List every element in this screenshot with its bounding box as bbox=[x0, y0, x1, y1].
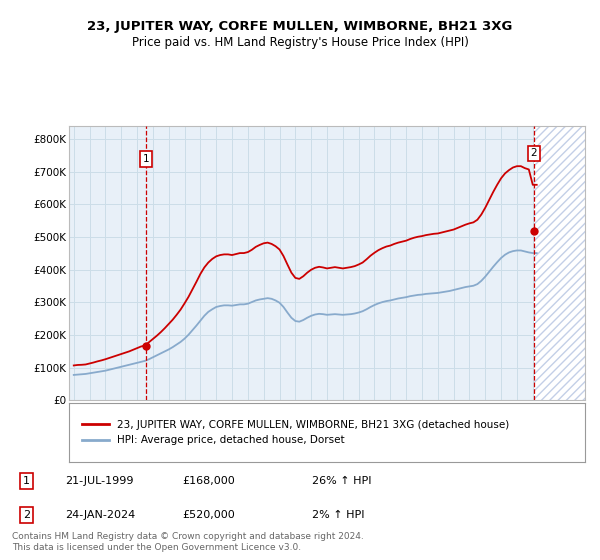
Text: 21-JUL-1999: 21-JUL-1999 bbox=[65, 476, 133, 486]
Text: 2: 2 bbox=[23, 510, 30, 520]
Legend: 23, JUPITER WAY, CORFE MULLEN, WIMBORNE, BH21 3XG (detached house), HPI: Average: 23, JUPITER WAY, CORFE MULLEN, WIMBORNE,… bbox=[79, 417, 512, 449]
Text: 24-JAN-2024: 24-JAN-2024 bbox=[65, 510, 135, 520]
Text: £168,000: £168,000 bbox=[182, 476, 235, 486]
Text: Price paid vs. HM Land Registry's House Price Index (HPI): Price paid vs. HM Land Registry's House … bbox=[131, 36, 469, 49]
Text: 1: 1 bbox=[23, 476, 30, 486]
Text: 23, JUPITER WAY, CORFE MULLEN, WIMBORNE, BH21 3XG: 23, JUPITER WAY, CORFE MULLEN, WIMBORNE,… bbox=[88, 20, 512, 32]
Text: £520,000: £520,000 bbox=[182, 510, 235, 520]
Text: 2: 2 bbox=[530, 148, 537, 158]
Bar bbox=[534, 126, 585, 400]
Text: Contains HM Land Registry data © Crown copyright and database right 2024.
This d: Contains HM Land Registry data © Crown c… bbox=[12, 533, 364, 552]
Text: 2% ↑ HPI: 2% ↑ HPI bbox=[312, 510, 364, 520]
Bar bbox=[534, 126, 585, 400]
Text: 1: 1 bbox=[142, 154, 149, 164]
Text: 26% ↑ HPI: 26% ↑ HPI bbox=[312, 476, 371, 486]
